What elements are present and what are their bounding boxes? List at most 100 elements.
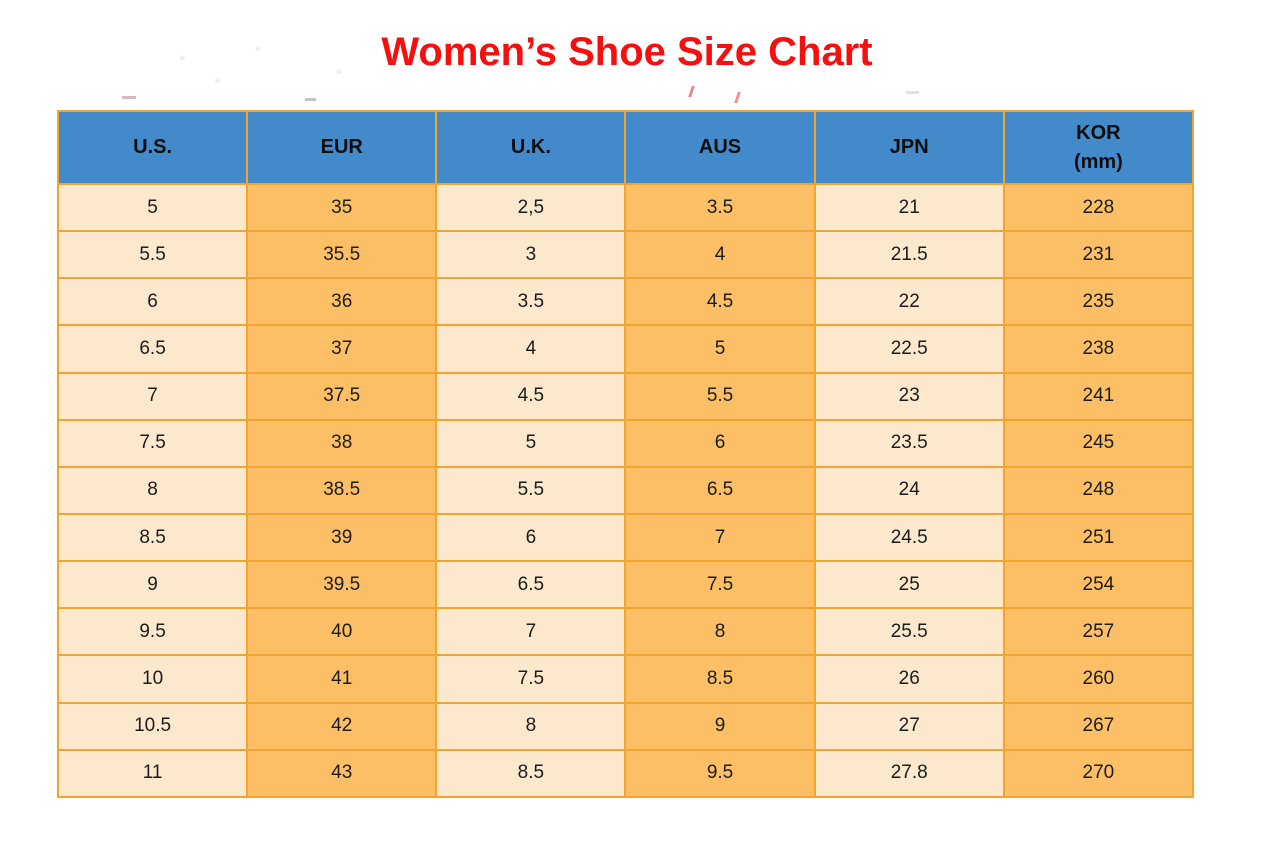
table-cell: 38.5 xyxy=(246,465,438,515)
column-header-label: EUR xyxy=(320,136,363,158)
column-header-us: U.S. xyxy=(56,110,249,185)
table-row: 11 43 8.5 9.5 27.8 270 xyxy=(56,748,1195,799)
smudge-artifact xyxy=(688,86,695,97)
table-cell: 7 xyxy=(56,371,249,421)
table-cell: 5 xyxy=(56,182,249,233)
table-cell: 25.5 xyxy=(813,607,1005,657)
table-cell: 7.5 xyxy=(624,560,816,610)
column-header-eur: EUR xyxy=(246,110,438,185)
table-cell: 3 xyxy=(435,230,627,280)
table-cell: 6.5 xyxy=(435,560,627,610)
table-cell: 39 xyxy=(246,512,438,563)
table-cell: 39.5 xyxy=(246,560,438,610)
table-row: 6 36 3.5 4.5 22 235 xyxy=(56,277,1195,327)
table-cell: 3.5 xyxy=(624,182,816,233)
table-cell: 254 xyxy=(1002,560,1195,610)
table-cell: 10 xyxy=(56,654,249,704)
table-cell: 37.5 xyxy=(246,371,438,421)
table-cell: 245 xyxy=(1002,418,1195,468)
table-cell: 8.5 xyxy=(435,748,627,799)
table-cell: 9.5 xyxy=(56,607,249,657)
table-cell: 5.5 xyxy=(435,465,627,515)
table-cell: 8.5 xyxy=(624,654,816,704)
column-header-kor: KOR (mm) xyxy=(1002,110,1195,185)
table-cell: 27 xyxy=(813,701,1005,751)
table-row: 9.5 40 7 8 25.5 257 xyxy=(56,607,1195,657)
table-row: 7.5 38 5 6 23.5 245 xyxy=(56,418,1195,468)
table-cell: 35 xyxy=(246,182,438,233)
table-cell: 37 xyxy=(246,324,438,374)
table-cell: 38 xyxy=(246,418,438,468)
table-cell: 8 xyxy=(56,465,249,515)
header-row: U.S. EUR U.K. AUS JPN KOR xyxy=(56,110,1195,185)
table-cell: 8 xyxy=(435,701,627,751)
table-cell: 43 xyxy=(246,748,438,799)
table-cell: 24.5 xyxy=(813,512,1005,563)
shoe-size-table: U.S. EUR U.K. AUS JPN KOR xyxy=(56,110,1195,799)
page-title: Women’s Shoe Size Chart xyxy=(381,30,873,74)
table-cell: 9 xyxy=(624,701,816,751)
table-cell: 7.5 xyxy=(435,654,627,704)
smudge-artifact xyxy=(122,96,136,99)
table-cell: 2,5 xyxy=(435,182,627,233)
table-cell: 9 xyxy=(56,560,249,610)
table-cell: 8 xyxy=(624,607,816,657)
smudge-artifact xyxy=(906,91,919,94)
table-cell: 248 xyxy=(1002,465,1195,515)
table-cell: 6 xyxy=(435,512,627,563)
table-cell: 228 xyxy=(1002,182,1195,233)
table-cell: 40 xyxy=(246,607,438,657)
table-cell: 267 xyxy=(1002,701,1195,751)
table-cell: 22 xyxy=(813,277,1005,327)
table-cell: 23 xyxy=(813,371,1005,421)
table-cell: 257 xyxy=(1002,607,1195,657)
table-row: 7 37.5 4.5 5.5 23 241 xyxy=(56,371,1195,421)
column-header-label: U.K. xyxy=(510,136,551,158)
table-cell: 9.5 xyxy=(624,748,816,799)
table-cell: 24 xyxy=(813,465,1005,515)
smudge-artifact xyxy=(734,92,741,103)
table-cell: 4 xyxy=(435,324,627,374)
table-row: 8.5 39 6 7 24.5 251 xyxy=(56,512,1195,563)
column-header-jpn: JPN xyxy=(813,110,1005,185)
table-body: 5 35 2,5 3.5 21 228 5.5 35.5 3 4 21.5 231 6 36 3.5 4.5 2… xyxy=(56,182,1195,799)
table-row: 10 41 7.5 8.5 26 260 xyxy=(56,654,1195,704)
table-cell: 36 xyxy=(246,277,438,327)
smudge-artifact xyxy=(305,98,316,101)
table-cell: 7 xyxy=(624,512,816,563)
table-cell: 5.5 xyxy=(624,371,816,421)
table-cell: 4.5 xyxy=(624,277,816,327)
column-header-label: U.S. xyxy=(133,136,173,158)
table-cell: 7 xyxy=(435,607,627,657)
table-row: 5 35 2,5 3.5 21 228 xyxy=(56,182,1195,233)
table-cell: 270 xyxy=(1002,748,1195,799)
table-cell: 25 xyxy=(813,560,1005,610)
table-cell: 241 xyxy=(1002,371,1195,421)
table-cell: 3.5 xyxy=(435,277,627,327)
table-cell: 6 xyxy=(624,418,816,468)
table-row: 9 39.5 6.5 7.5 25 254 xyxy=(56,560,1195,610)
column-header-uk: U.K. xyxy=(435,110,627,185)
table-cell: 41 xyxy=(246,654,438,704)
table-row: 8 38.5 5.5 6.5 24 248 xyxy=(56,465,1195,515)
table-cell: 26 xyxy=(813,654,1005,704)
table-cell: 27.8 xyxy=(813,748,1005,799)
table-cell: 35.5 xyxy=(246,230,438,280)
table-cell: 42 xyxy=(246,701,438,751)
table-cell: 4.5 xyxy=(435,371,627,421)
table-row: 6.5 37 4 5 22.5 238 xyxy=(56,324,1195,374)
table-cell: 6.5 xyxy=(56,324,249,374)
column-header-label: JPN xyxy=(889,136,929,158)
table-cell: 260 xyxy=(1002,654,1195,704)
table-cell: 23.5 xyxy=(813,418,1005,468)
table-row: 5.5 35.5 3 4 21.5 231 xyxy=(56,230,1195,280)
table-cell: 6 xyxy=(56,277,249,327)
table-cell: 21.5 xyxy=(813,230,1005,280)
column-header-label: KOR xyxy=(1076,121,1121,144)
table-cell: 231 xyxy=(1002,230,1195,280)
table-cell: 238 xyxy=(1002,324,1195,374)
table-cell: 10.5 xyxy=(56,701,249,751)
table-cell: 5 xyxy=(624,324,816,374)
table-cell: 5.5 xyxy=(56,230,249,280)
table-cell: 235 xyxy=(1002,277,1195,327)
